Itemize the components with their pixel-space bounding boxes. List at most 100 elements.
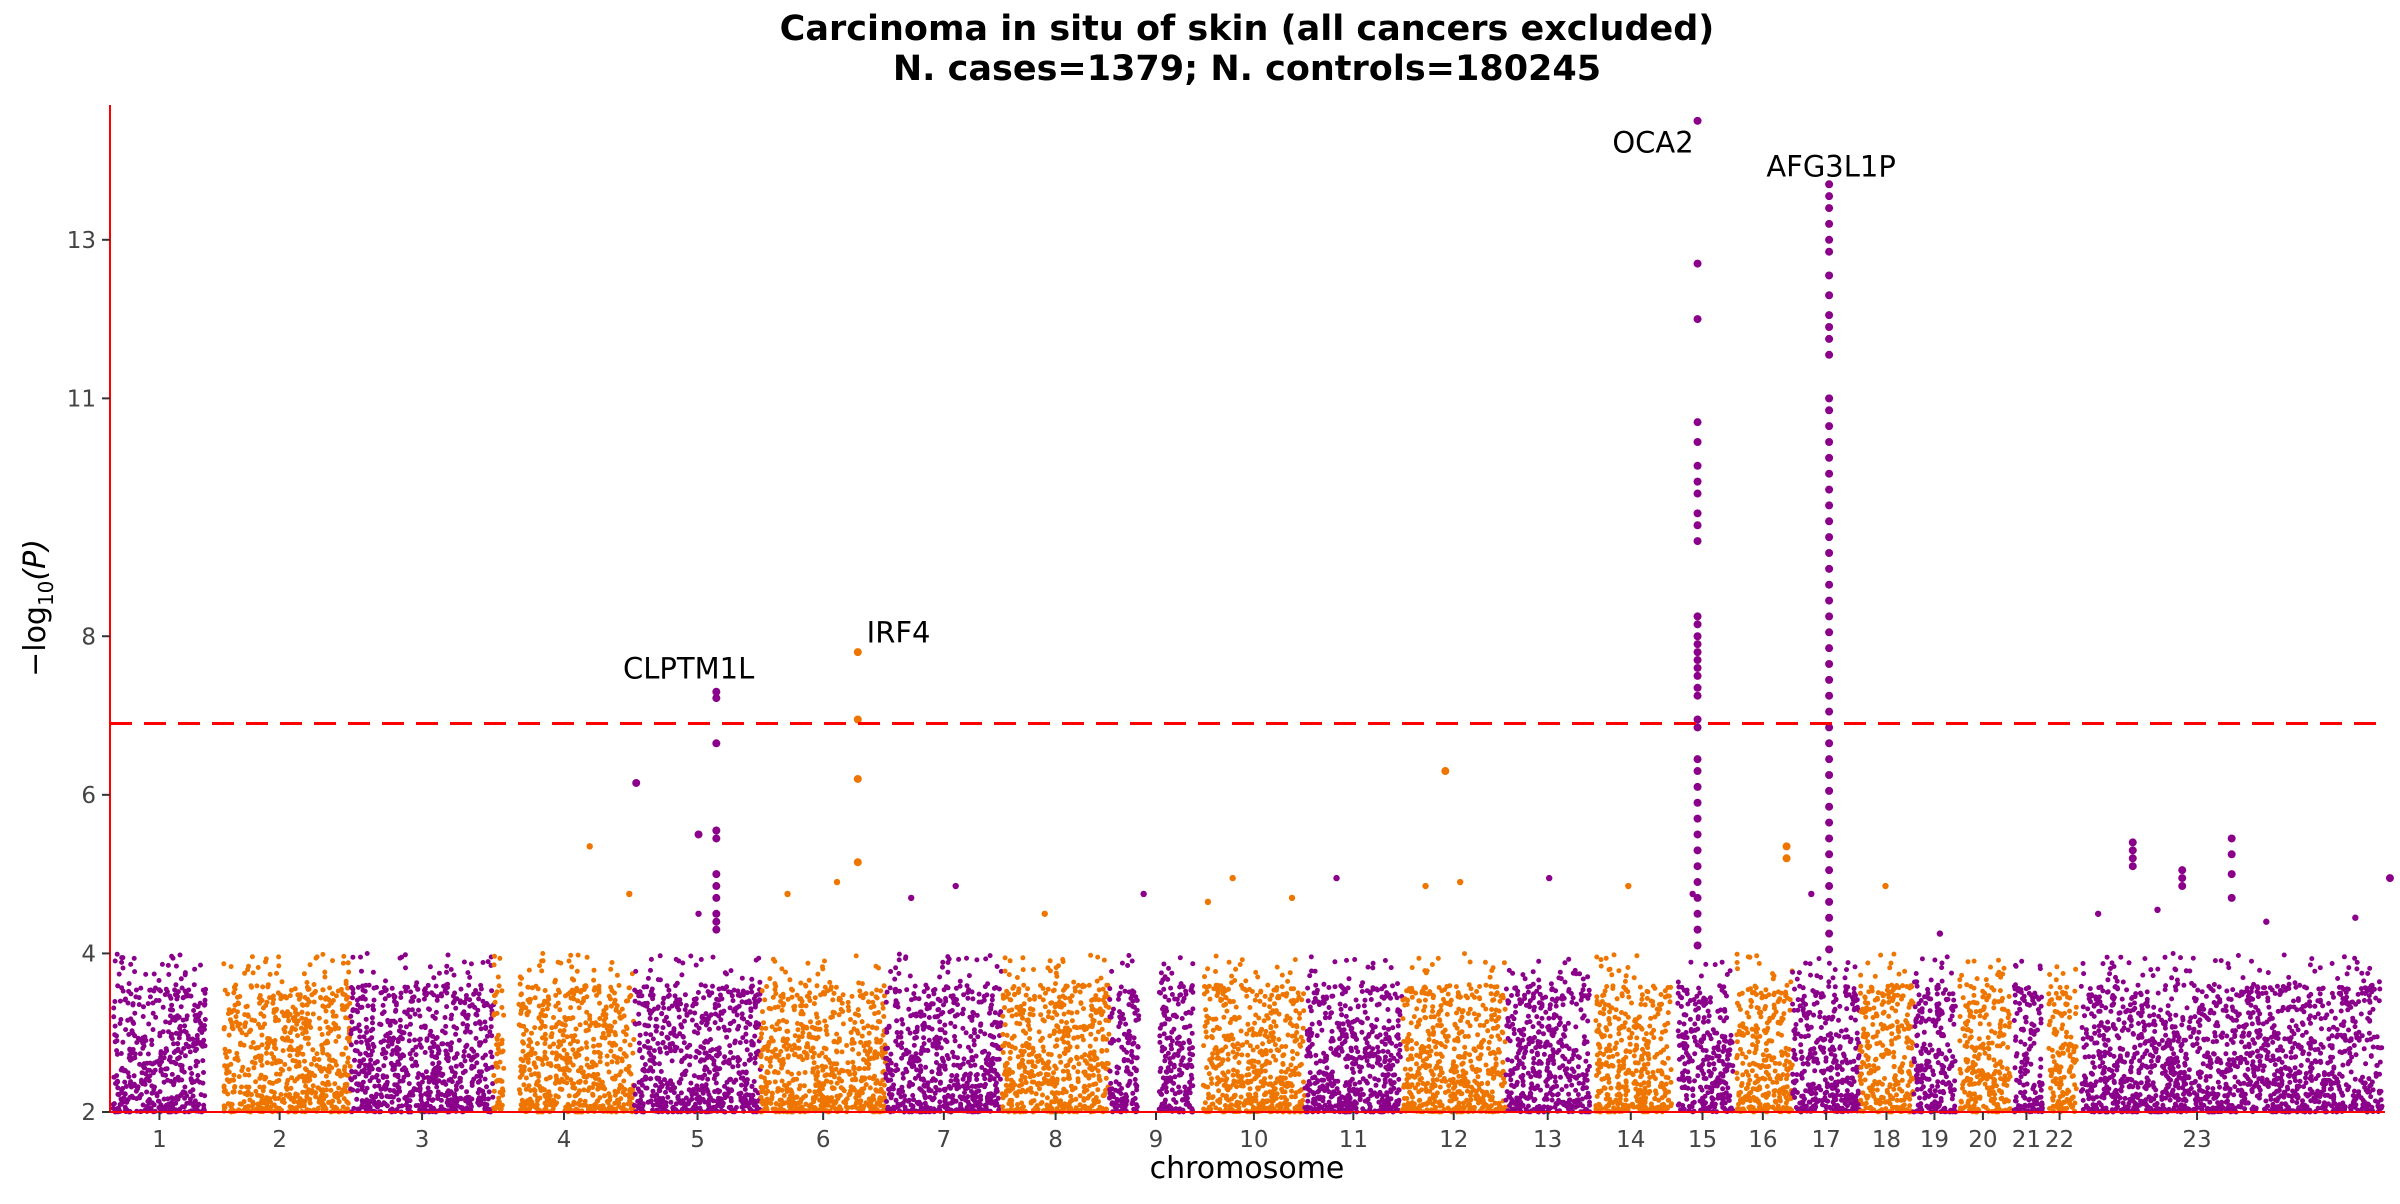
chromosome-20-points: [1957, 957, 2013, 1115]
top-hit-point: [784, 890, 791, 898]
y-axis-label-subscript: 10: [34, 581, 58, 606]
peak-point: [712, 909, 721, 918]
gene-label: OCA2: [1612, 126, 1693, 160]
x-tick-label: 13: [1533, 1127, 1562, 1153]
top-hit-point: [2154, 906, 2161, 914]
y-axis-label-main: −log: [18, 606, 53, 677]
top-hit-point: [1625, 882, 1632, 890]
peak-point: [1693, 909, 1702, 918]
peak-point: [1782, 842, 1791, 851]
peak-point: [1825, 180, 1834, 189]
peak-point: [1693, 648, 1702, 657]
peak-point: [1693, 798, 1702, 807]
top-hit-point: [2352, 914, 2359, 921]
points-layer: [110, 843, 2385, 1115]
peak-point: [1825, 291, 1834, 300]
peak-point: [1825, 271, 1834, 280]
peak-point: [1825, 660, 1834, 669]
peak-point: [1825, 247, 1834, 256]
peak-point: [853, 858, 862, 867]
peak-point: [1825, 707, 1834, 716]
peak-point: [1693, 315, 1702, 324]
peak-point: [1693, 862, 1702, 871]
x-tick-label: 15: [1688, 1127, 1717, 1153]
peak-point: [1693, 521, 1702, 530]
x-tick-label: 12: [1439, 1127, 1468, 1153]
peak-point: [2227, 850, 2236, 859]
peak-point: [1825, 334, 1834, 343]
peak-point: [1693, 537, 1702, 546]
peak-point: [1825, 913, 1834, 922]
peak-point: [853, 715, 862, 724]
peak-point: [1825, 739, 1834, 748]
chromosome-10-points: [1200, 953, 1308, 1115]
peak-point: [1825, 882, 1834, 891]
peak-column: [712, 687, 721, 934]
peak-column: [2128, 838, 2137, 871]
peak-point: [1825, 818, 1834, 827]
peak-point: [1693, 830, 1702, 839]
peak-point: [1825, 628, 1834, 637]
x-tick-label: 2: [272, 1127, 287, 1153]
chromosome-13-points: [1503, 956, 1593, 1115]
y-tick-label: 6: [81, 783, 96, 809]
peak-point: [1825, 437, 1834, 446]
peak-point: [1825, 723, 1834, 732]
chromosome-21-points: [2011, 958, 2045, 1115]
chromosome-19-points: [1911, 954, 1959, 1115]
x-tick-label: 7: [937, 1127, 952, 1153]
peak-point: [1693, 612, 1702, 621]
peak-point: [1825, 485, 1834, 494]
peak-point: [712, 925, 721, 934]
gene-label: CLPTM1L: [623, 651, 754, 685]
peak-point: [1825, 406, 1834, 415]
peak-point: [1825, 533, 1834, 542]
top-hit-point: [1041, 910, 1048, 917]
x-tick-label: 8: [1048, 1127, 1063, 1153]
peak-point: [2227, 893, 2236, 902]
peak-point: [1825, 235, 1834, 244]
top-hit-point: [1422, 882, 1429, 890]
peak-point: [1825, 469, 1834, 478]
top-hit-point: [2094, 910, 2102, 917]
peak-point: [712, 834, 721, 843]
gene-label: IRF4: [867, 616, 931, 650]
top-hit-point: [952, 882, 959, 890]
peak-point: [2178, 882, 2187, 891]
peak-point: [1825, 850, 1834, 859]
peak-point: [1693, 489, 1702, 498]
top-hit-point: [1140, 890, 1147, 898]
peak-point: [712, 739, 721, 748]
peak-column: [694, 830, 703, 839]
peak-point: [1825, 350, 1834, 359]
top-hit-point: [626, 890, 633, 898]
peak-point: [1693, 755, 1702, 764]
chromosome-12-points: [1399, 951, 1508, 1115]
top-hit-point: [907, 894, 915, 902]
peak-point: [1825, 311, 1834, 320]
x-tick-label: 17: [1812, 1127, 1841, 1153]
peak-column: [2385, 874, 2394, 883]
top-hit-point: [1689, 890, 1696, 898]
chromosome-9-points: [1107, 953, 1196, 1115]
peak-point: [712, 917, 721, 926]
peak-point: [1693, 663, 1702, 672]
peak-point: [1693, 461, 1702, 470]
peak-column: [2178, 866, 2187, 891]
peak-point: [2128, 846, 2137, 855]
peak-point: [1693, 437, 1702, 446]
peak-point: [1693, 509, 1702, 518]
peak-point: [853, 648, 862, 657]
top-hit-point: [1288, 894, 1296, 902]
peak-point: [853, 774, 862, 783]
top-hit-point: [1882, 882, 1889, 890]
peak-point: [694, 830, 703, 839]
peak-column: [1693, 116, 1702, 950]
peak-point: [1693, 715, 1702, 724]
x-tick-label: 10: [1239, 1127, 1268, 1153]
peak-point: [1693, 878, 1702, 887]
chromosome-4-points: [491, 951, 637, 1115]
peak-point: [712, 882, 721, 891]
x-tick-label: 5: [690, 1127, 705, 1153]
